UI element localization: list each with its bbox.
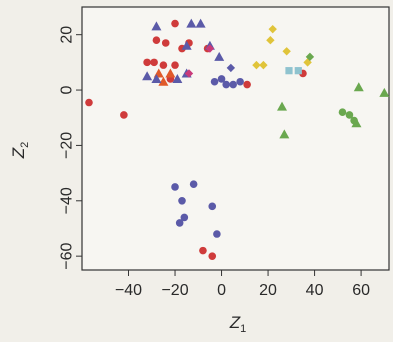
data-point-triangle: [158, 76, 169, 86]
data-point-circle: [175, 219, 184, 227]
data-point-square: [285, 67, 293, 75]
data-point-triangle: [151, 21, 162, 31]
data-point-circle: [210, 77, 219, 86]
data-point-diamond: [259, 60, 268, 70]
data-point-square: [294, 67, 302, 75]
data-point-circle: [171, 61, 179, 69]
data-point-circle: [208, 202, 217, 211]
y-tick-label: −60: [59, 242, 76, 269]
data-point-triangle: [279, 129, 290, 139]
data-point-triangle: [186, 18, 197, 28]
data-point-circle: [222, 80, 230, 89]
data-point-circle: [171, 19, 179, 28]
y-tick-label: −40: [59, 187, 76, 214]
data-point-circle: [229, 80, 237, 89]
x-tick-label: 20: [259, 282, 277, 299]
x-tick-label: 40: [306, 282, 324, 299]
data-point-circle: [243, 80, 251, 89]
y-axis-title: Z2: [9, 142, 31, 160]
data-point-circle: [152, 36, 161, 45]
data-point-triangle: [214, 51, 225, 61]
data-point-diamond: [184, 69, 194, 78]
x-tick-label: 0: [217, 282, 226, 299]
data-point-triangle: [353, 82, 364, 92]
data-point-circle: [161, 39, 170, 47]
data-point-circle: [236, 77, 244, 86]
data-point-triangle: [142, 71, 153, 81]
x-axis-title: Z1: [229, 313, 247, 335]
data-point-diamond: [266, 36, 275, 45]
data-point-circle: [85, 98, 93, 107]
data-point-triangle: [172, 73, 183, 83]
data-point-circle: [120, 111, 128, 119]
x-tick-label: −20: [161, 282, 188, 299]
data-point-triangle: [181, 40, 192, 50]
x-axis: −40 −20 0 20 40 60: [115, 270, 370, 299]
data-point-triangle: [151, 73, 162, 83]
data-point-circle: [180, 213, 189, 222]
x-tick-label: 60: [352, 282, 370, 299]
y-axis: −60 −40 −20 0 20: [59, 26, 82, 270]
data-point-diamond: [205, 44, 215, 53]
data-point-circle: [199, 246, 207, 255]
data-point-circle: [208, 252, 217, 260]
data-point-circle: [189, 180, 198, 188]
data-point-diamond: [252, 60, 261, 70]
data-point-triangle: [165, 68, 176, 78]
data-point-circle: [150, 58, 158, 67]
plot-frame: [81, 6, 390, 271]
data-point-circle: [159, 61, 168, 69]
data-point-circle: [213, 230, 221, 238]
data-point-circle: [178, 196, 186, 205]
data-point-triangle: [195, 18, 206, 28]
data-point-diamond: [282, 47, 291, 56]
data-point-triangle: [351, 118, 362, 128]
data-point-circle: [338, 108, 347, 116]
data-point-triangle: [277, 101, 288, 111]
data-point-diamond: [268, 24, 277, 34]
data-point-diamond: [226, 63, 236, 73]
y-tick-label: 20: [59, 26, 76, 44]
y-tick-label: 0: [59, 86, 76, 95]
data-point-circle: [171, 183, 179, 191]
data-point-diamond: [305, 52, 315, 62]
data-points: [85, 18, 390, 260]
data-point-triangle: [379, 87, 390, 97]
data-point-circle: [143, 58, 151, 67]
data-point-circle: [217, 75, 226, 83]
x-tick-label: −40: [115, 282, 142, 299]
data-point-circle: [345, 111, 354, 119]
y-tick-label: −20: [59, 132, 76, 159]
